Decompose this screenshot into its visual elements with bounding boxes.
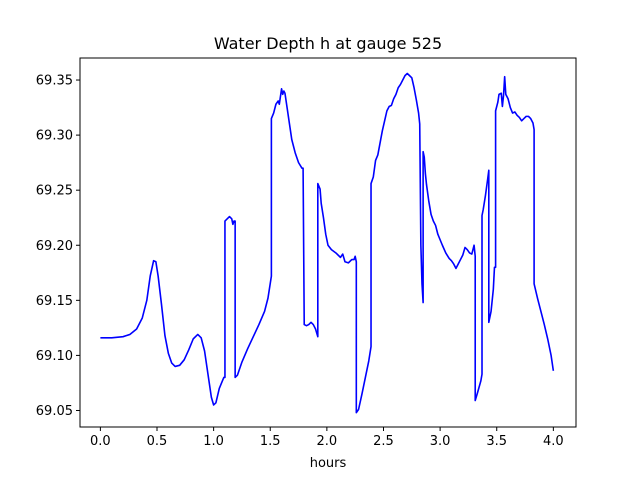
y-axis: 69.05 69.10 69.15 69.20 69.25 69.30 69.35 xyxy=(36,74,80,419)
x-axis: 0.0 0.5 1.0 1.5 2.0 2.5 3.0 3.5 4.0 xyxy=(90,427,564,449)
x-tick-label: 4.0 xyxy=(543,434,564,449)
x-tick-label: 3.5 xyxy=(486,434,507,449)
y-tick-label: 69.15 xyxy=(36,294,73,309)
x-axis-label: hours xyxy=(310,456,347,471)
chart-title: Water Depth h at gauge 525 xyxy=(214,34,442,53)
x-tick-label: 2.5 xyxy=(373,434,394,449)
y-tick-label: 69.25 xyxy=(36,184,73,199)
y-tick-label: 69.10 xyxy=(36,349,73,364)
y-tick-label: 69.35 xyxy=(36,74,73,89)
x-tick-label: 2.0 xyxy=(317,434,338,449)
x-tick-label: 0.0 xyxy=(90,434,111,449)
y-tick-label: 69.05 xyxy=(36,404,73,419)
x-tick-label: 0.5 xyxy=(147,434,168,449)
y-tick-label: 69.30 xyxy=(36,129,73,144)
series-layer xyxy=(100,72,555,414)
plot-area-frame xyxy=(79,57,577,428)
x-tick-label: 1.5 xyxy=(260,434,281,449)
x-tick-label: 1.0 xyxy=(203,434,224,449)
y-tick-label: 69.20 xyxy=(36,239,73,254)
x-tick-label: 3.0 xyxy=(430,434,451,449)
series-line xyxy=(100,72,555,414)
